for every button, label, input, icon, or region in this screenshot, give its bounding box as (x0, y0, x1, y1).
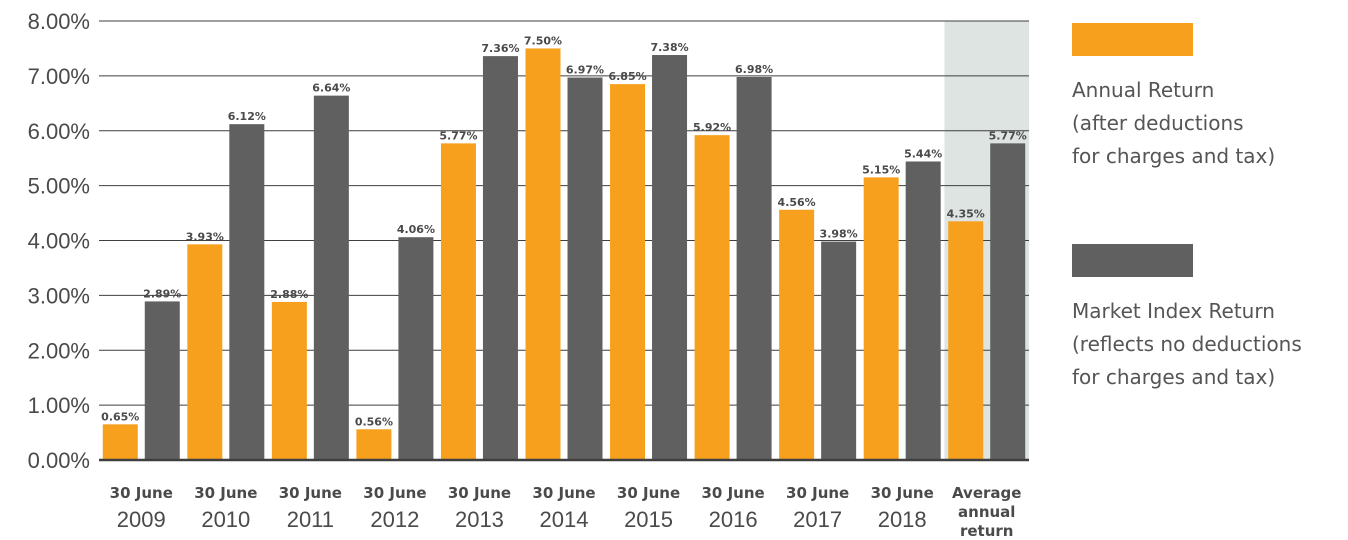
x-tick-label: 30 June (194, 484, 257, 502)
data-label-annual: 7.50% (524, 34, 562, 47)
data-label-market: 4.06% (397, 223, 435, 236)
legend: Annual Return (after deductions for char… (1072, 23, 1348, 173)
bar-annual-return (440, 143, 476, 460)
bar-annual-return (779, 209, 815, 460)
legend-label-annual: Annual Return (after deductions for char… (1072, 78, 1276, 168)
data-label-market: 7.36% (481, 42, 519, 55)
bar-market-index (821, 241, 857, 460)
x-tick-label: 30 June (786, 484, 849, 502)
bar-annual-return (948, 221, 984, 460)
x-tick-label: 30 June (279, 484, 342, 502)
legend-2: Market Index Return (reflects no deducti… (1072, 244, 1348, 394)
x-tick-label: Average (952, 484, 1021, 502)
x-tick-label: 2018 (878, 507, 927, 532)
y-tick-label: 4.00% (28, 229, 90, 254)
data-label-annual: 0.65% (101, 410, 139, 423)
bar-market-index (229, 124, 265, 460)
data-label-annual: 5.15% (862, 163, 900, 176)
bar-market-index (482, 56, 518, 461)
y-tick-label: 3.00% (28, 283, 90, 308)
bar-market-index (144, 301, 180, 460)
bar-annual-return (863, 177, 899, 461)
x-tick-label: 2016 (709, 507, 758, 532)
y-tick-label: 1.00% (28, 393, 90, 418)
x-tick-label: 2017 (793, 507, 842, 532)
data-label-annual: 0.56% (355, 415, 393, 428)
bar-chart: 0.00% 1.00% 2.00% 3.00% 4.00% 5.00% 6.00% 7.00%… (28, 9, 1029, 540)
data-label-annual: 5.92% (693, 121, 731, 134)
data-label-market: 6.64% (312, 82, 350, 95)
bar-annual-return (525, 48, 561, 460)
data-label-market: 3.98% (820, 228, 858, 241)
x-tick-label: 30 June (701, 484, 764, 502)
bar-annual-return (356, 429, 392, 460)
bar-market-index (736, 76, 772, 460)
data-label-annual: 3.93% (186, 230, 224, 243)
data-label-market: 6.97% (566, 64, 604, 77)
x-tick-label: 2014 (540, 507, 589, 532)
legend-label-market: Market Index Return (reflects no deducti… (1072, 299, 1302, 389)
y-tick-label: 2.00% (28, 338, 90, 363)
x-tick-label: 30 June (110, 484, 173, 502)
bar-market-index (313, 95, 349, 460)
y-tick-label: 8.00% (28, 9, 90, 34)
data-label-market: 5.44% (904, 147, 942, 160)
x-tick-label: 2012 (370, 507, 419, 532)
data-label-market: 6.98% (735, 63, 773, 76)
data-label-market: 7.38% (650, 41, 688, 54)
x-tick-label: 30 June (363, 484, 426, 502)
bar-annual-return (610, 84, 646, 460)
bar-annual-return (187, 244, 223, 460)
y-tick-label: 5.00% (28, 174, 90, 199)
x-tick-label: 2010 (201, 507, 250, 532)
data-label-annual: 4.56% (778, 196, 816, 209)
bar-market-index (990, 143, 1026, 460)
data-label-annual: 6.85% (608, 70, 646, 83)
x-tick-label: 30 June (448, 484, 511, 502)
data-label-market: 5.77% (989, 129, 1027, 142)
x-tick-label: 2011 (287, 507, 334, 532)
bar-annual-return (271, 301, 307, 460)
x-tick-label: 2009 (117, 507, 166, 532)
bar-annual-return (102, 424, 138, 460)
y-tick-label: 0.00% (28, 448, 90, 473)
data-label-market: 2.89% (143, 287, 181, 300)
bar-market-index (652, 55, 688, 461)
x-tick-label: annual (958, 503, 1015, 521)
legend-item-market: Market Index Return (reflects no deducti… (1072, 244, 1348, 394)
bar-annual-return (694, 135, 730, 460)
legend-item-annual: Annual Return (after deductions for char… (1072, 23, 1348, 173)
data-label-market: 6.12% (228, 110, 266, 123)
y-tick-label: 7.00% (28, 64, 90, 89)
y-tick-label: 6.00% (28, 119, 90, 144)
bar-market-index (905, 161, 941, 461)
x-tick-label: 2013 (455, 507, 504, 532)
x-tick-label: 30 June (871, 484, 934, 502)
data-label-annual: 4.35% (947, 207, 985, 220)
bar-market-index (398, 237, 434, 460)
x-tick-label: return (960, 522, 1014, 540)
bar-market-index (567, 77, 603, 461)
legend-swatch-market (1072, 244, 1193, 277)
data-label-annual: 2.88% (270, 288, 308, 301)
x-tick-label: 30 June (617, 484, 680, 502)
data-label-annual: 5.77% (439, 129, 477, 142)
legend-swatch-annual (1072, 23, 1193, 56)
x-tick-label: 30 June (532, 484, 595, 502)
x-tick-label: 2015 (624, 507, 673, 532)
